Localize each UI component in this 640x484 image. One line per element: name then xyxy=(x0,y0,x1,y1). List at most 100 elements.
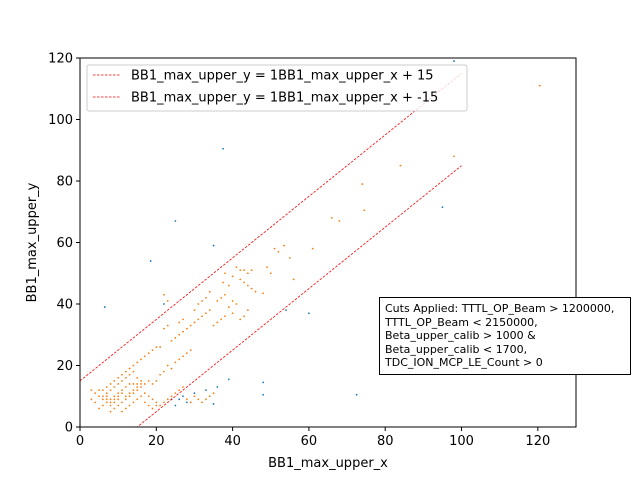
data-point xyxy=(182,395,184,398)
data-point xyxy=(355,393,358,396)
data-point xyxy=(182,330,184,333)
data-point xyxy=(94,392,97,395)
data-point xyxy=(182,355,184,358)
data-point xyxy=(159,404,162,407)
data-point xyxy=(98,389,100,391)
fit-lines xyxy=(80,73,462,427)
data-point xyxy=(283,244,286,247)
points-layer xyxy=(90,60,541,413)
data-point xyxy=(166,364,169,367)
data-point xyxy=(185,352,188,355)
data-point xyxy=(132,383,135,385)
data-point xyxy=(105,395,108,398)
data-point xyxy=(246,272,249,275)
data-point xyxy=(101,398,104,401)
data-point xyxy=(117,383,120,385)
data-point xyxy=(235,266,238,268)
data-point xyxy=(159,346,162,348)
data-point xyxy=(147,379,150,382)
data-point xyxy=(243,269,245,272)
y-tick-label: 40 xyxy=(56,298,73,313)
legend-label-upper: BB1_max_upper_y = 1BB1_max_upper_x + 15 xyxy=(131,69,434,84)
data-point xyxy=(224,293,226,296)
data-point xyxy=(227,378,230,381)
data-point xyxy=(113,407,116,410)
data-point xyxy=(155,346,158,348)
data-point xyxy=(136,383,139,385)
y-axis-label: BB1_max_upper_y xyxy=(25,182,40,302)
data-point xyxy=(170,395,173,398)
data-point xyxy=(262,393,265,396)
data-point xyxy=(212,324,215,327)
data-point xyxy=(208,290,211,293)
data-point xyxy=(243,281,245,284)
data-point xyxy=(193,309,196,312)
data-point xyxy=(105,392,108,395)
data-point xyxy=(189,324,192,327)
data-point xyxy=(453,155,455,158)
y-tick-label: 0 xyxy=(65,421,73,436)
data-point xyxy=(212,403,215,405)
data-point xyxy=(174,404,177,407)
data-point xyxy=(136,376,139,379)
data-point xyxy=(288,256,291,259)
data-point xyxy=(147,404,150,407)
data-point xyxy=(243,315,245,318)
data-point xyxy=(311,247,314,250)
data-point xyxy=(163,303,165,305)
data-point xyxy=(132,389,135,391)
data-point xyxy=(189,401,192,404)
data-point xyxy=(193,392,196,395)
data-point xyxy=(277,250,280,253)
data-point xyxy=(132,364,135,367)
data-point xyxy=(338,220,341,222)
data-point xyxy=(231,312,234,315)
data-point xyxy=(189,349,192,352)
data-point xyxy=(166,398,169,401)
data-point xyxy=(149,260,152,262)
data-point xyxy=(121,373,123,376)
y-tick-label: 100 xyxy=(48,113,73,128)
data-point xyxy=(155,404,158,407)
data-point xyxy=(208,309,211,312)
legend-frame xyxy=(86,64,468,112)
data-point xyxy=(136,398,139,401)
data-point xyxy=(227,284,230,287)
data-point xyxy=(117,404,120,407)
cuts-annotation: Cuts Applied: TTTL_OP_Beam > 1200000, TT… xyxy=(379,297,631,375)
data-point xyxy=(103,306,106,308)
data-point xyxy=(205,296,207,299)
data-point xyxy=(269,272,272,275)
data-point xyxy=(101,389,104,391)
data-point xyxy=(151,383,154,385)
data-point xyxy=(98,395,100,398)
data-point xyxy=(250,287,253,290)
data-point xyxy=(205,398,207,401)
data-point xyxy=(132,392,135,395)
data-point xyxy=(441,206,444,209)
data-point xyxy=(117,376,120,379)
data-point xyxy=(143,383,146,385)
data-point xyxy=(262,292,265,295)
data-point xyxy=(128,383,131,385)
data-point xyxy=(262,381,265,384)
y-tick-label: 120 xyxy=(48,52,73,67)
data-point xyxy=(231,275,234,278)
data-point xyxy=(185,398,188,401)
data-point xyxy=(222,281,224,284)
data-point xyxy=(121,410,123,413)
data-point xyxy=(197,303,200,305)
data-point xyxy=(193,321,196,324)
data-point xyxy=(132,401,135,404)
data-point xyxy=(330,217,333,219)
data-point xyxy=(128,404,131,407)
data-point xyxy=(197,318,200,321)
data-point xyxy=(94,401,97,404)
x-axis: 0 20 40 60 80 100 120 xyxy=(76,427,550,449)
data-point xyxy=(109,383,112,385)
y-tick-label: 80 xyxy=(56,175,73,190)
data-point xyxy=(239,318,242,321)
data-point xyxy=(117,392,120,395)
data-point xyxy=(105,386,108,388)
